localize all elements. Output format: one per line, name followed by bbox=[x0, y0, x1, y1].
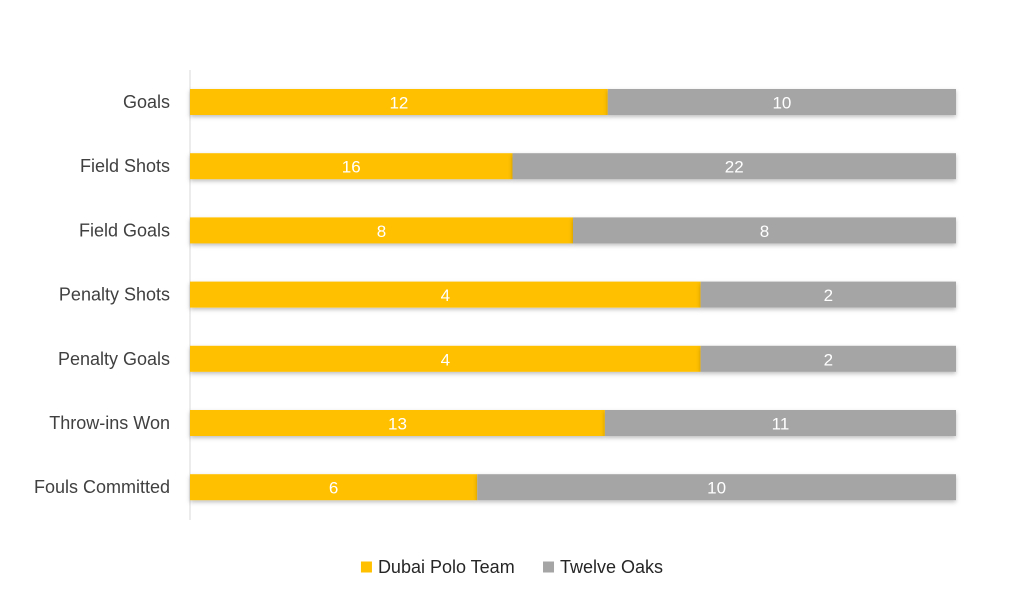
category-label-fouls-committed: Fouls Committed bbox=[34, 477, 170, 497]
data-label-twelve-oaks-field-shots: 22 bbox=[725, 158, 744, 177]
legend-swatch-dubai-polo-team bbox=[360, 561, 372, 573]
bar-twelve-oaks-penalty-shots bbox=[700, 281, 956, 308]
data-label-dubai-polo-team-field-goals: 8 bbox=[377, 222, 386, 241]
bar-dubai-polo-team-goals bbox=[190, 89, 608, 115]
bar-twelve-oaks-fouls-committed bbox=[477, 474, 956, 501]
bar-twelve-oaks-field-goals bbox=[573, 217, 956, 244]
bar-dubai-polo-team-field-shots bbox=[190, 153, 513, 180]
category-label-penalty-goals: Penalty Goals bbox=[58, 349, 170, 369]
bar-dubai-polo-team-penalty-goals bbox=[190, 345, 701, 372]
data-label-dubai-polo-team-field-shots: 16 bbox=[342, 158, 361, 177]
data-label-dubai-polo-team-goals: 12 bbox=[389, 94, 408, 113]
legend: Dubai Polo Team Twelve Oaks bbox=[360, 557, 663, 577]
data-label-twelve-oaks-goals: 10 bbox=[772, 94, 791, 113]
data-label-dubai-polo-team-penalty-goals: 4 bbox=[441, 350, 450, 369]
legend-item-dubai-polo-team: Dubai Polo Team bbox=[360, 557, 515, 577]
data-label-twelve-oaks-field-goals: 8 bbox=[760, 222, 769, 241]
category-label-throw-ins-won: Throw-ins Won bbox=[49, 413, 170, 433]
bar-twelve-oaks-penalty-goals bbox=[700, 345, 956, 372]
bar-dubai-polo-team-field-goals bbox=[190, 217, 573, 244]
category-label-goals: Goals bbox=[123, 92, 170, 112]
data-label-dubai-polo-team-throw-ins-won: 13 bbox=[388, 415, 407, 434]
category-label-field-shots: Field Shots bbox=[80, 156, 170, 176]
data-label-twelve-oaks-throw-ins-won: 11 bbox=[772, 415, 790, 434]
data-label-dubai-polo-team-penalty-shots: 4 bbox=[441, 286, 450, 305]
data-label-twelve-oaks-fouls-committed: 10 bbox=[707, 479, 726, 498]
bar-dubai-polo-team-penalty-shots bbox=[190, 281, 701, 308]
legend-item-twelve-oaks: Twelve Oaks bbox=[543, 557, 663, 577]
bar-twelve-oaks-field-shots bbox=[512, 153, 956, 180]
bar-twelve-oaks-throw-ins-won bbox=[604, 410, 956, 436]
bar-twelve-oaks-goals bbox=[607, 89, 956, 115]
data-label-twelve-oaks-penalty-goals: 2 bbox=[824, 350, 833, 369]
data-labels: 12 10 16 22 8 8 4 2 4 2 13 11 6 10 bbox=[329, 94, 833, 498]
legend-label-dubai-polo-team: Dubai Polo Team bbox=[378, 557, 515, 577]
legend-label-twelve-oaks: Twelve Oaks bbox=[560, 557, 663, 577]
category-labels: Goals Field Shots Field Goals Penalty Shots… bbox=[34, 92, 170, 497]
legend-swatch-twelve-oaks bbox=[543, 561, 555, 573]
bar-dubai-polo-team-fouls-committed bbox=[190, 474, 478, 501]
bar-dubai-polo-team-throw-ins-won bbox=[190, 410, 605, 436]
category-label-field-goals: Field Goals bbox=[79, 220, 170, 240]
data-label-twelve-oaks-penalty-shots: 2 bbox=[824, 286, 833, 305]
data-label-dubai-polo-team-fouls-committed: 6 bbox=[329, 479, 338, 498]
bar-group bbox=[190, 89, 956, 501]
category-label-penalty-shots: Penalty Shots bbox=[59, 285, 170, 305]
